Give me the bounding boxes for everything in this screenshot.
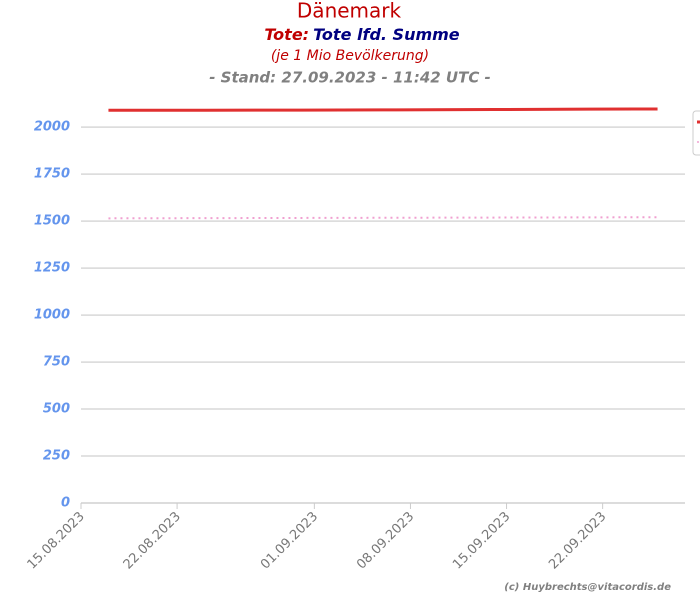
- series-line: [108, 216, 658, 220]
- y-tick-label: 750: [43, 355, 70, 370]
- stand-note: - Stand: 27.09.2023 - 11:42 UTC -: [209, 69, 491, 87]
- y-tick-label: 500: [43, 402, 70, 417]
- y-tick-label: 1000: [34, 308, 70, 323]
- series-line: [108, 107, 658, 112]
- x-tick-label: 01.09.2023: [258, 509, 321, 572]
- credit: (c) Huybrechts@vitacordis.de: [504, 582, 671, 593]
- y-tick-label: 1500: [34, 214, 70, 229]
- x-tick-label: 22.09.2023: [546, 509, 609, 572]
- x-tick-label: 08.09.2023: [354, 509, 417, 572]
- y-tick-label: 1250: [34, 261, 70, 276]
- unit-note: (je 1 Mio Bevölkerung): [271, 48, 429, 64]
- y-tick-label: 1750: [34, 167, 70, 182]
- subtitle-prefix: Tote:: [264, 25, 309, 44]
- x-tick-label: 22.08.2023: [121, 509, 184, 572]
- legend-box: [692, 110, 700, 156]
- y-tick-label: 250: [43, 449, 70, 464]
- x-tick-label: 15.08.2023: [25, 509, 88, 572]
- y-tick-label: 2000: [34, 120, 70, 135]
- chart-subtitle: Tote: Tote lfd. Summe: [264, 25, 459, 44]
- chart-title: Dänemark: [297, 0, 402, 23]
- x-tick-label: 15.09.2023: [450, 509, 513, 572]
- subtitle-text: Tote lfd. Summe: [313, 25, 460, 44]
- y-tick-label: 0: [61, 496, 70, 511]
